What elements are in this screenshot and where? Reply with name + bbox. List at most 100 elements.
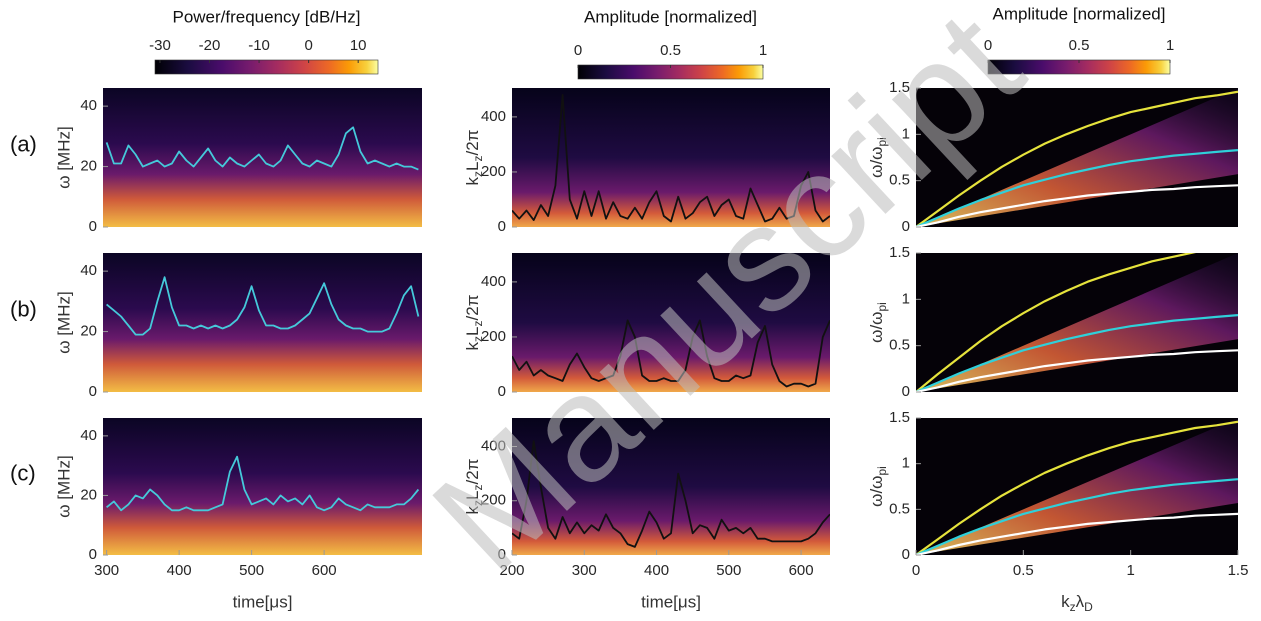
label-part: /2π	[463, 459, 482, 485]
y-tick-label: 20	[80, 323, 97, 340]
y-tick-label: 1	[902, 455, 910, 472]
subscript: pi	[875, 302, 889, 311]
subscript: pi	[875, 466, 889, 475]
plot	[916, 253, 1238, 392]
spectrogram	[103, 253, 422, 392]
colorbar-title: Power/frequency [dB/Hz]	[172, 7, 360, 26]
colorbar-tick-label: 0	[304, 37, 312, 54]
series-line	[916, 314, 1238, 392]
colorbar	[154, 59, 379, 75]
colorbar-tick-label: 0	[984, 37, 992, 54]
series-line	[512, 319, 830, 388]
panel-label: (a)	[10, 131, 37, 156]
density-wedge	[916, 88, 1238, 227]
y-tick-label: 40	[80, 262, 97, 279]
y-tick-label: 400	[481, 108, 506, 125]
x-tick-label: 0.5	[1013, 562, 1034, 579]
colorbar-tick-label: 10	[350, 37, 367, 54]
y-tick-label: 0	[89, 546, 97, 563]
x-tick-label: 1	[1126, 562, 1134, 579]
y-tick-label: 0	[498, 383, 506, 400]
series-line	[512, 440, 830, 548]
x-tick-label: 300	[572, 562, 597, 579]
label-part: L	[463, 161, 482, 170]
x-tick-label: 300	[94, 562, 119, 579]
subscript: z	[471, 320, 485, 326]
spectrogram	[103, 418, 422, 555]
series-line	[916, 184, 1238, 227]
colorbar-tick-label: -30	[149, 37, 171, 54]
series-line	[916, 90, 1238, 227]
y-axis-label: ω/ωpi	[867, 137, 889, 178]
y-tick-label: 20	[80, 486, 97, 503]
y-tick-label: 400	[481, 437, 506, 454]
y-axis-label: ω/ωpi	[867, 466, 889, 507]
y-tick-label: 0.5	[889, 500, 910, 517]
subscript: z	[471, 484, 485, 490]
x-axis-label: time[μs]	[641, 592, 701, 611]
density-wedge	[916, 418, 1238, 555]
x-tick-label: 600	[789, 562, 814, 579]
colorbar-tick-label: 0.5	[660, 42, 681, 59]
label-part: k	[463, 176, 482, 185]
series-line	[106, 276, 420, 336]
y-tick-label: 0	[902, 546, 910, 563]
y-tick-label: 0	[498, 546, 506, 563]
x-tick-label: 1.5	[1228, 562, 1249, 579]
plot	[916, 420, 1238, 555]
y-tick-label: 0	[89, 218, 97, 235]
plot	[916, 90, 1238, 227]
series-line	[916, 512, 1238, 555]
x-axis-label: kzλD	[1061, 592, 1093, 614]
label-part: ω/ω	[867, 312, 886, 343]
series-line	[105, 126, 419, 171]
panel-label: (c)	[10, 460, 36, 485]
plot	[512, 440, 830, 548]
colorbar-title: Amplitude [normalized]	[584, 7, 757, 26]
plot	[512, 319, 830, 388]
x-axis-label: time[μs]	[233, 592, 293, 611]
y-tick-label: 40	[80, 97, 97, 114]
plot	[512, 94, 830, 223]
y-axis-label: ω [MHz]	[54, 455, 73, 517]
label-part: k	[463, 341, 482, 350]
y-tick-label: 400	[481, 273, 506, 290]
y-tick-label: 0.5	[889, 172, 910, 189]
plot	[106, 455, 420, 512]
colorbar-tick-label: 0	[574, 42, 582, 59]
subscript: z	[471, 336, 485, 342]
label-part: ω/ω	[867, 476, 886, 507]
y-tick-label: 40	[80, 427, 97, 444]
colorbar-tick-label: 1	[1166, 37, 1174, 54]
y-axis-label: ω/ωpi	[867, 302, 889, 343]
series-line	[916, 149, 1238, 227]
label-part: ω/ω	[867, 147, 886, 178]
subscript: z	[471, 500, 485, 506]
y-axis-label: kzLz/2π	[463, 130, 485, 186]
y-axis-label: ω [MHz]	[54, 291, 73, 353]
subscript: D	[1084, 600, 1093, 614]
y-axis-label: ω [MHz]	[54, 126, 73, 188]
density-wedge	[916, 253, 1238, 392]
y-tick-label: 1.5	[889, 244, 910, 261]
x-tick-label: 500	[239, 562, 264, 579]
label-part: λ	[1076, 592, 1085, 611]
colorbar-tick-label: -20	[199, 37, 221, 54]
colorbar-tick-label: 1	[759, 42, 767, 59]
colorbar-tick-label: 0.5	[1069, 37, 1090, 54]
series-line	[916, 253, 1197, 392]
x-tick-label: 400	[167, 562, 192, 579]
label-part: L	[463, 326, 482, 335]
y-axis-label: kzLz/2π	[463, 295, 485, 351]
panel-label: (b)	[10, 296, 37, 321]
series-line	[512, 94, 830, 223]
subscript: z	[471, 155, 485, 161]
label-part: /2π	[463, 130, 482, 156]
y-tick-label: 200	[481, 328, 506, 345]
spectrogram	[512, 253, 830, 392]
label-part: L	[463, 490, 482, 499]
label-part: k	[463, 505, 482, 514]
x-tick-label: 400	[644, 562, 669, 579]
subscript: pi	[875, 137, 889, 146]
